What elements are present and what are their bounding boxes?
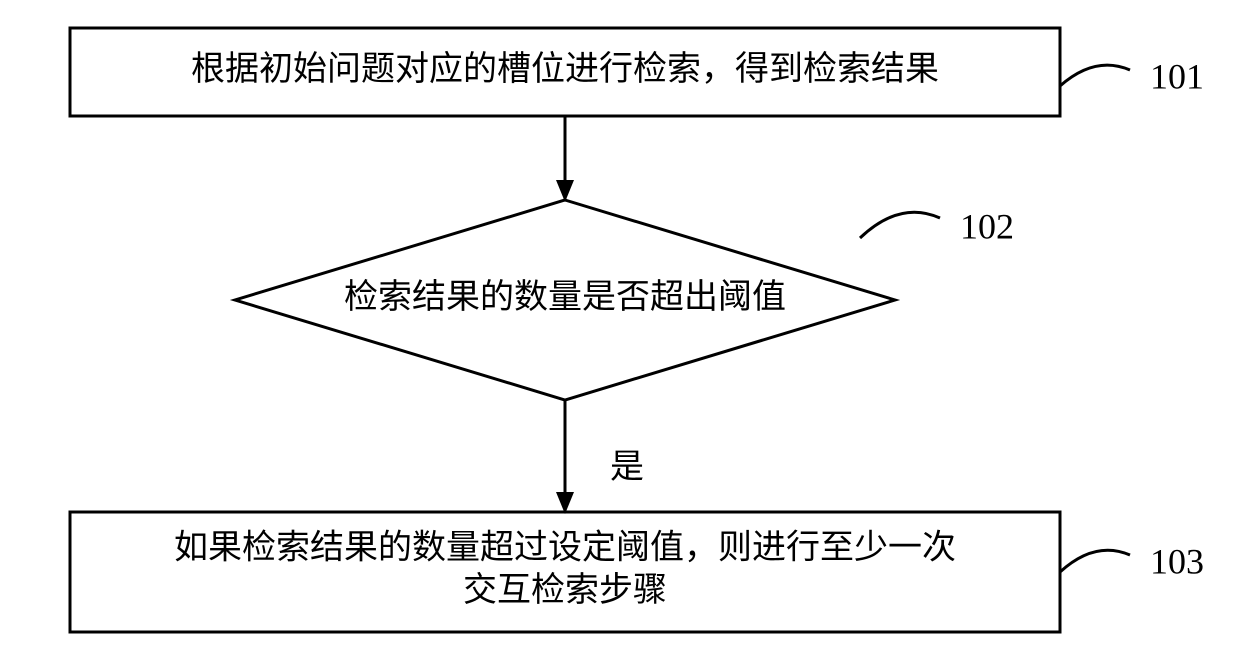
node-text: 如果检索结果的数量超过设定阈值，则进行至少一次 xyxy=(174,529,956,567)
step-label: 101 xyxy=(1150,56,1204,96)
labels-layer: 101 102 103 xyxy=(860,56,1204,581)
leader-line xyxy=(860,212,940,238)
flowchart-node-n101: 根据初始问题对应的槽位进行检索，得到检索结果 xyxy=(70,28,1060,116)
flowchart-canvas: 是 根据初始问题对应的槽位进行检索，得到检索结果检索结果的数量是否超出阈值如果检… xyxy=(0,0,1240,661)
leader-line xyxy=(1060,550,1130,572)
leader-line xyxy=(1060,65,1130,86)
edge-label: 是 xyxy=(610,449,644,486)
node-text: 检索结果的数量是否超出阈值 xyxy=(344,278,786,316)
step-label: 103 xyxy=(1150,541,1204,581)
node-text: 根据初始问题对应的槽位进行检索，得到检索结果 xyxy=(191,50,939,88)
flowchart-node-n103: 如果检索结果的数量超过设定阈值，则进行至少一次交互检索步骤 xyxy=(70,512,1060,632)
step-label: 102 xyxy=(960,206,1014,246)
flowchart-node-n102: 检索结果的数量是否超出阈值 xyxy=(235,200,895,400)
node-text: 交互检索步骤 xyxy=(463,571,667,609)
